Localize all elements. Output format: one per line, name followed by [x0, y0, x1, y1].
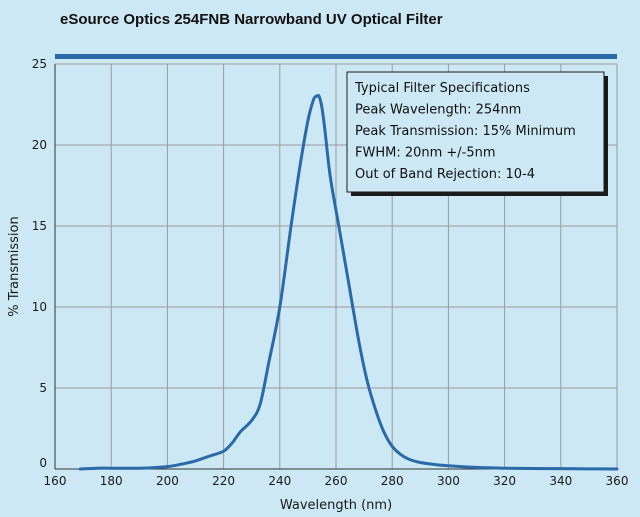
- tick-labels: 160 180 200 220 240 260 280 300 320 340 360 0 5 10 15 2…: [32, 57, 629, 488]
- x-tick-label: 320: [493, 474, 516, 488]
- x-tick-label: 280: [381, 474, 404, 488]
- y-tick-label: 15: [32, 219, 47, 233]
- y-tick-label: 5: [39, 381, 47, 395]
- x-tick-label: 360: [606, 474, 629, 488]
- x-tick-label: 240: [268, 474, 291, 488]
- spec-line: Peak Wavelength: 254nm: [355, 103, 521, 118]
- x-tick-label: 180: [100, 474, 123, 488]
- spec-box: Typical Filter Specifications Peak Wavel…: [346, 71, 608, 196]
- y-tick-label: 0: [39, 456, 47, 470]
- title-underline-bar: [55, 54, 617, 59]
- series: [78, 93, 619, 471]
- y-tick-label: 20: [32, 138, 47, 152]
- y-tick-label: 10: [32, 300, 47, 314]
- spec-line: FWHM: 20nm +/-5nm: [355, 146, 496, 161]
- x-tick-label: 220: [212, 474, 235, 488]
- spec-line: Out of Band Rejection: 10-4: [355, 167, 535, 182]
- y-tick-label: 25: [32, 57, 47, 71]
- transmission-curve: [78, 93, 619, 471]
- x-tick-label: 200: [156, 474, 179, 488]
- spec-line: Peak Transmission: 15% Minimum: [355, 124, 576, 139]
- x-tick-label: 160: [44, 474, 67, 488]
- spec-box-frame: [346, 71, 605, 193]
- y-axis-label: % Transmission: [7, 216, 22, 316]
- x-tick-label: 300: [437, 474, 460, 488]
- spec-line: Typical Filter Specifications: [354, 81, 530, 96]
- x-tick-label: 340: [549, 474, 572, 488]
- x-tick-label: 260: [325, 474, 348, 488]
- x-axis-label: Wavelength (nm): [280, 498, 392, 513]
- chart-title: eSource Optics 254FNB Narrowband UV Opti…: [60, 11, 443, 28]
